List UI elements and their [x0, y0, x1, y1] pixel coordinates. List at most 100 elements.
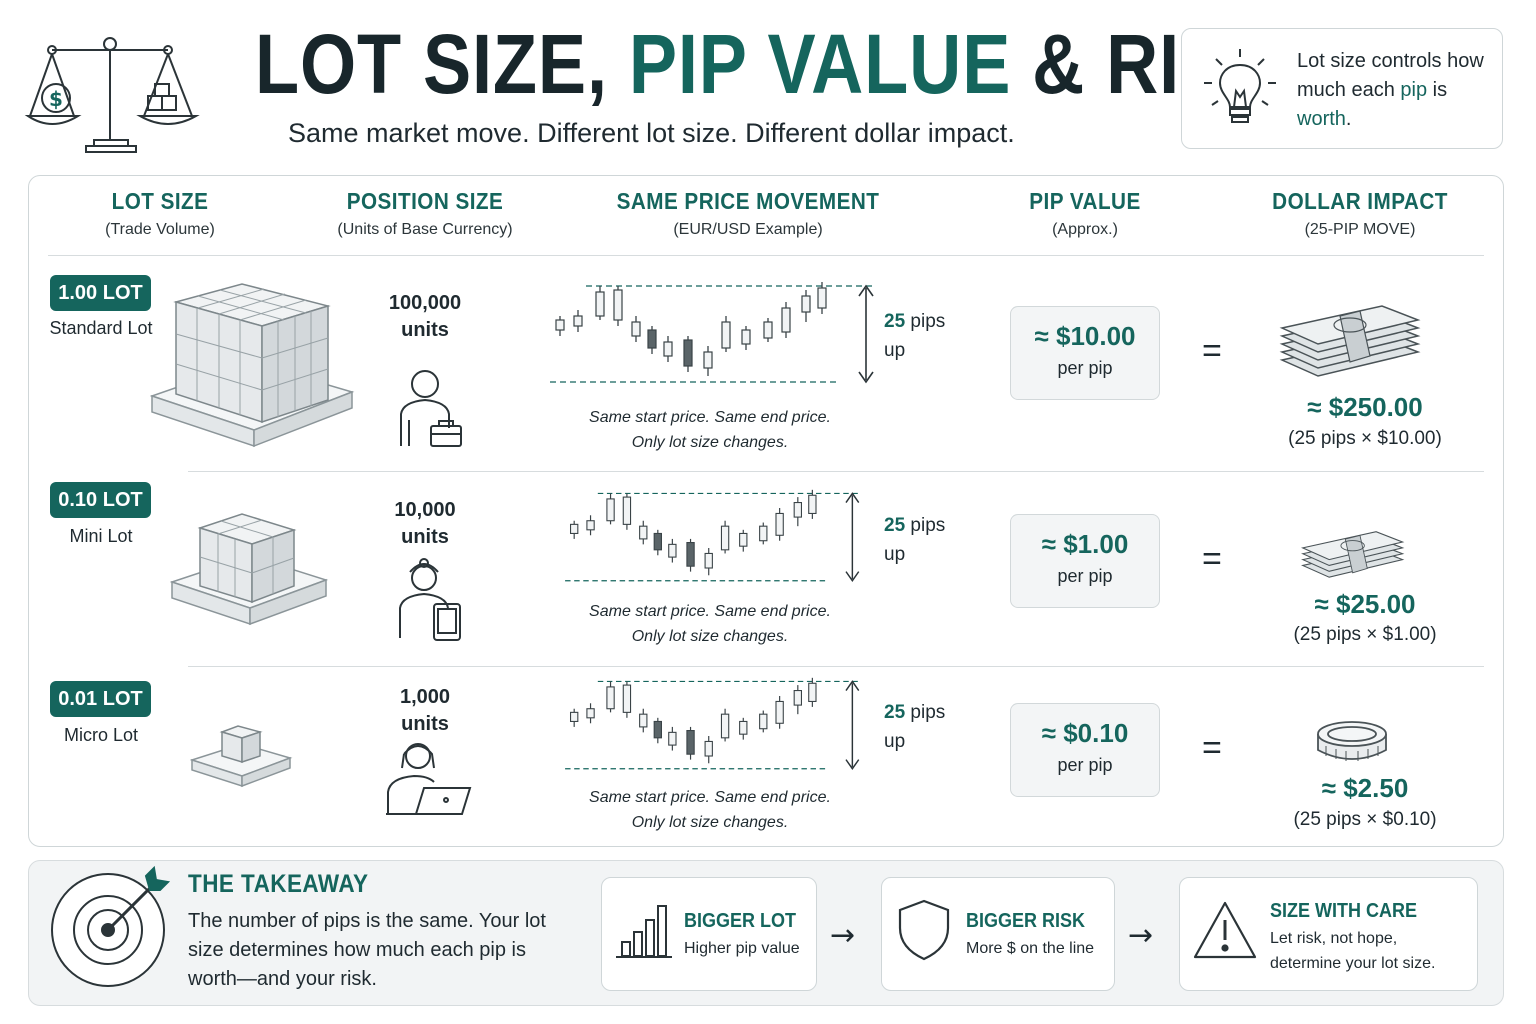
trader-with-briefcase-icon	[400, 370, 462, 447]
candle-body	[653, 720, 662, 739]
price-chart	[550, 282, 876, 384]
step-desc: More $ on the line	[966, 940, 1095, 957]
candle-body	[739, 720, 748, 735]
candle-body	[573, 315, 583, 327]
candle-body	[704, 740, 713, 757]
lot-badge: 0.10 LOT	[50, 482, 151, 518]
candle-body	[720, 713, 730, 739]
candle-body	[793, 502, 802, 518]
target-icon	[51, 865, 171, 987]
bill-seal	[1340, 540, 1365, 552]
lot-name: Mini Lot	[69, 526, 133, 546]
money-band	[1344, 534, 1368, 574]
candle-body	[817, 287, 827, 309]
equals-sign: =	[1202, 332, 1222, 370]
candle-body	[639, 713, 648, 728]
dollar-calc: (25 pips × $10.00)	[1288, 428, 1442, 449]
arrow-right-icon: →	[830, 918, 856, 953]
candle-body	[570, 523, 579, 534]
balance-scale-icon: $	[24, 37, 200, 153]
cash-stack-small-icon	[1301, 531, 1405, 578]
svg-text:$: $	[49, 87, 63, 111]
lot-badge: 0.01 LOT	[50, 681, 151, 717]
dollar-impact: ≈ $25.00	[1314, 589, 1416, 619]
mini-lot-cubes-icon	[170, 513, 328, 626]
takeaway-text: The number of pips is the same. Your lot…	[188, 910, 546, 990]
dollar-impact: ≈ $250.00	[1307, 392, 1423, 422]
pips-move: 25 pips up	[884, 311, 946, 361]
page-title: LOT SIZE, PIP VALUE & RISK	[255, 17, 1283, 111]
lot-name: Micro Lot	[63, 725, 139, 745]
coin-stack-icon	[1317, 721, 1387, 761]
chart-note: Same start price. Same end price. Only lo…	[589, 409, 831, 451]
candle-body	[720, 525, 730, 551]
units-value: 1,000 units	[399, 686, 451, 735]
units-value: 100,000 units	[388, 292, 462, 341]
candle-body	[622, 684, 632, 713]
page-subtitle: Same market move. Different lot size. Di…	[288, 118, 1015, 148]
step-bigger-lot: BIGGER LOT Higher pip value	[601, 877, 817, 991]
candle-body	[595, 291, 605, 317]
column-header-lot-size: LOT SIZE (Trade Volume)	[105, 188, 215, 238]
step-size-with-care: SIZE WITH CARE Let risk, not hope, deter…	[1179, 877, 1478, 991]
bill-seal	[1333, 317, 1367, 333]
pips-arrow-head	[858, 284, 874, 297]
candle-body	[721, 321, 731, 349]
candle-body	[683, 339, 693, 367]
candle-body	[606, 686, 615, 710]
chart-note: Same start price. Same end price. Only lo…	[589, 789, 831, 831]
column-header-pip-value: PIP VALUE (Approx.)	[1029, 188, 1141, 238]
column-header-position-size: POSITION SIZE (Units of Base Currency)	[337, 188, 513, 238]
chart-note: Same start price. Same end price. Only lo…	[589, 603, 831, 645]
dollar-calc: (25 pips × $0.10)	[1293, 809, 1437, 830]
candle-body	[775, 700, 784, 724]
candle-body	[668, 731, 677, 746]
warning-icon	[1193, 901, 1257, 959]
candle-body	[704, 552, 713, 569]
equals-sign: =	[1202, 540, 1222, 578]
candle-body	[739, 532, 748, 547]
candle-body	[759, 713, 768, 730]
candle-body	[801, 295, 811, 313]
lot-name: Standard Lot	[49, 318, 153, 338]
dollar-calc: (25 pips × $1.00)	[1293, 624, 1437, 645]
trader-with-tablet-icon	[399, 558, 461, 641]
candle-body	[793, 690, 802, 706]
pips-arrow-head	[845, 759, 860, 770]
comparison-table	[28, 175, 1504, 847]
candle-body	[763, 321, 773, 339]
dollar-impact: ≈ $2.50	[1321, 773, 1409, 803]
tip-callout: Lot size controls how much each pip is w…	[1181, 28, 1503, 149]
candle-body	[781, 307, 791, 333]
takeaway-title: THE TAKEAWAY	[188, 870, 369, 898]
candle-body	[663, 341, 673, 357]
candle-body	[613, 289, 623, 321]
pips-move: 25 pips up	[884, 515, 946, 565]
candle-body	[653, 532, 662, 551]
bar-chart-icon	[616, 905, 672, 958]
column-header-price-movement: SAME PRICE MOVEMENT (EUR/USD Example)	[616, 188, 880, 238]
candle-body	[586, 520, 595, 531]
column-header-dollar-impact: DOLLAR IMPACT (25-PIP MOVE)	[1272, 188, 1448, 238]
micro-lot-cube-icon	[190, 725, 293, 788]
price-chart	[565, 489, 862, 582]
row-divider	[188, 471, 1484, 472]
step-desc: Higher pip value	[684, 940, 800, 957]
candle-body	[647, 329, 657, 349]
candle-body	[555, 319, 565, 331]
candle-body	[639, 525, 648, 540]
candle-body	[570, 711, 579, 722]
pip-value-box: ≈ $10.00 per pip	[1010, 306, 1160, 400]
pip-value-box: ≈ $1.00 per pip	[1010, 514, 1160, 608]
candle-body	[668, 543, 677, 558]
step-desc: Let risk, not hope, determine your lot s…	[1270, 930, 1436, 972]
candle-body	[622, 496, 632, 525]
standard-lot-cubes-icon	[150, 283, 355, 448]
candle-body	[775, 512, 784, 536]
money-band	[1339, 310, 1371, 363]
price-chart	[565, 677, 862, 770]
candle-body	[686, 542, 695, 567]
candle-body	[631, 321, 641, 337]
candle-body	[741, 329, 751, 345]
candle-body	[703, 351, 713, 369]
